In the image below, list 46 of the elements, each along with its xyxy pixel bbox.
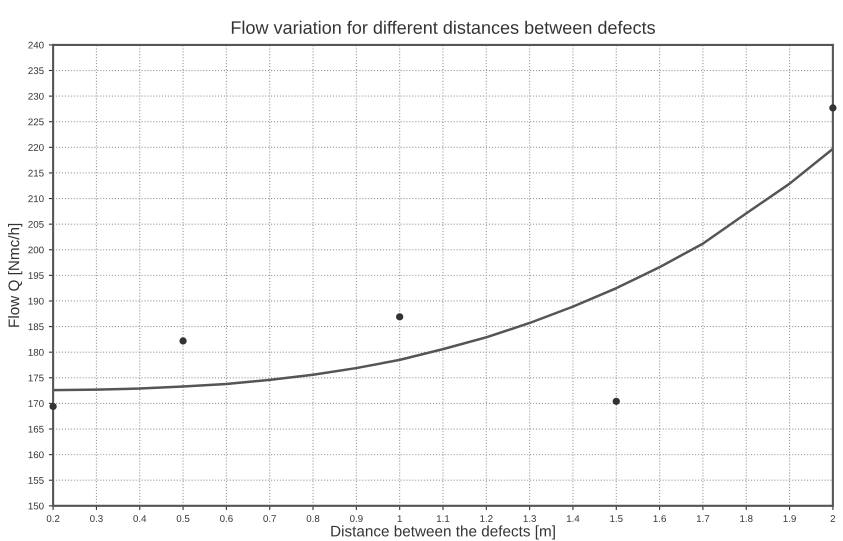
y-tick-label: 160 [28,451,44,458]
y-tick-label: 155 [28,477,44,484]
y-tick-label: 210 [28,195,44,202]
x-tick-label: 1 [398,515,402,522]
x-tick-label: 1.1 [436,515,450,522]
x-tick-label: 2 [830,515,836,522]
y-tick-label: 220 [28,144,44,151]
x-axis-title: Distance between the defects [m] [331,525,555,540]
x-tick-label: 1.3 [524,515,536,522]
y-tick-label: 200 [28,246,44,254]
x-tick-label: 0.8 [306,515,320,522]
x-tick-label: 0.5 [176,515,190,522]
x-tick-label: 1.5 [610,515,623,522]
y-axis-title: Flow Q [Nmc/h] [8,224,22,327]
x-tick-label: 1.4 [566,515,580,522]
y-tick-label: 225 [28,118,44,126]
x-tick-label: 0.9 [350,515,363,522]
y-tick-label: 230 [28,92,44,100]
y-tick-label: 190 [28,298,44,305]
x-tick-label: 0.7 [263,515,276,522]
y-tick-label: 185 [28,323,44,330]
point [612,398,620,405]
y-tick-label: 180 [28,348,44,356]
x-tick-label: 1.8 [740,515,753,522]
point [49,402,57,410]
y-tick-label: 235 [28,67,44,74]
y-tick-label: 205 [28,220,44,228]
y-tick-label: 195 [28,272,44,279]
y-tick-label: 165 [28,426,44,433]
x-tick-label: 0.2 [46,515,60,522]
x-tick-label: 1.6 [654,515,666,522]
y-tick-label: 240 [28,42,44,49]
chart-title: Flow variation for different distances between defects [232,20,655,34]
x-tick-label: 1.7 [696,515,710,522]
y-tick-label: 175 [28,374,44,382]
x-tick-label: 0.6 [220,515,233,522]
x-tick-label: 0.3 [90,515,103,522]
x-tick-label: 0.4 [133,515,146,522]
point [829,104,837,112]
point [179,337,187,345]
x-tick-label: 1.2 [480,515,493,522]
y-tick-label: 150 [28,502,44,510]
y-tick-label: 170 [28,400,44,408]
point [396,313,404,320]
x-tick-label: 1.9 [784,515,796,522]
y-tick-label: 215 [28,170,44,177]
